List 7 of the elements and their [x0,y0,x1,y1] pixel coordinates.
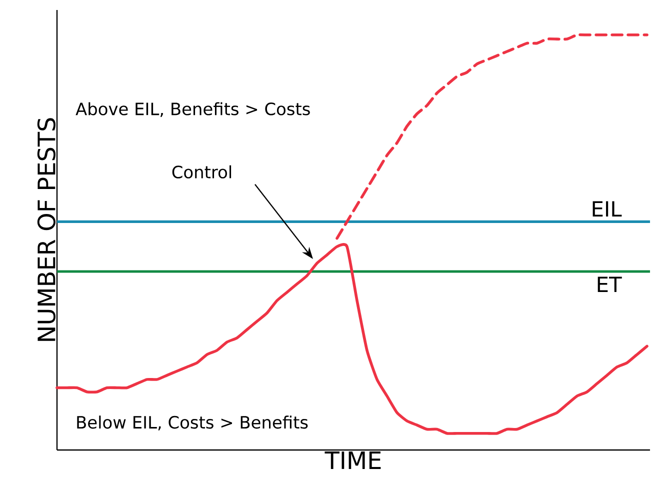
annotation: Control [172,165,232,178]
ref-line-label: ET [598,276,622,292]
annotation: Below EIL, Costs > Benefits [77,416,308,430]
y-axis-title: NUMBER OF PESTS [37,118,56,341]
annotation: Above EIL, Benefits > Costs [76,102,310,118]
x-axis-title: TIME [324,452,381,469]
ref-line-label: EIL [592,201,622,216]
